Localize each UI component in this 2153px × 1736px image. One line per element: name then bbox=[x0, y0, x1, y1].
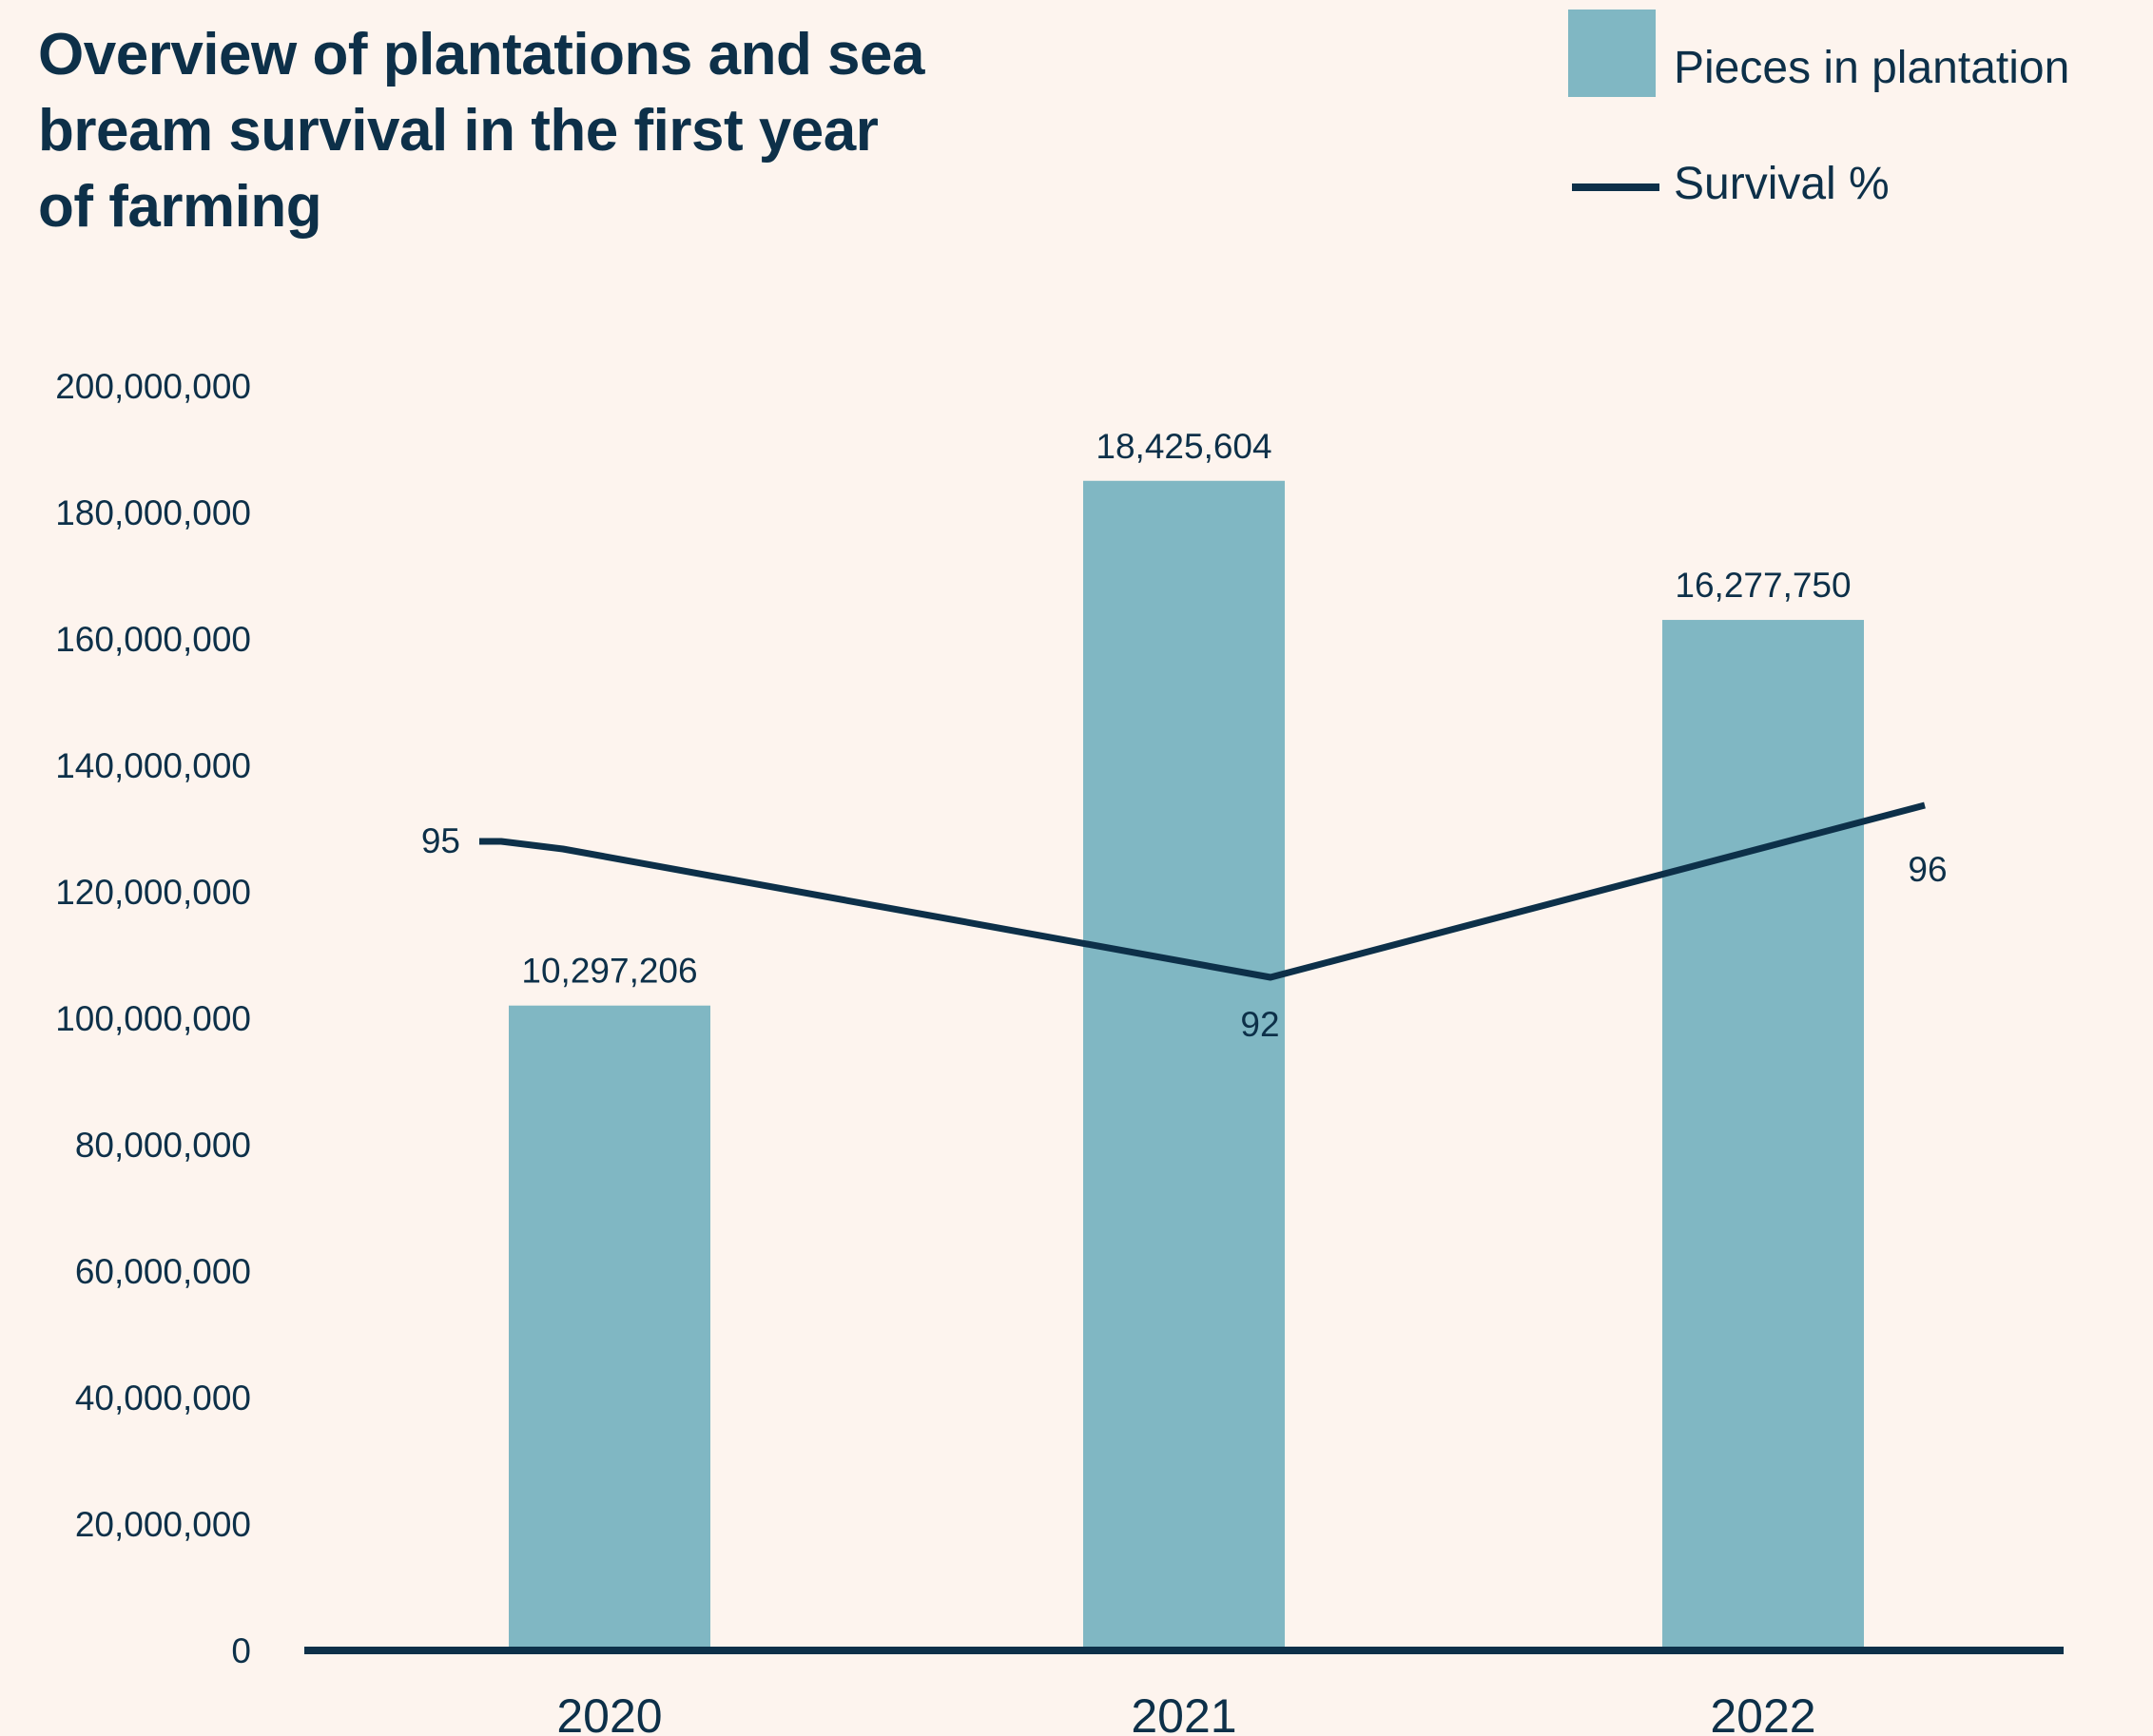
y-tick-label: 120,000,000 bbox=[55, 873, 251, 912]
y-tick-label: 0 bbox=[231, 1631, 251, 1670]
y-tick-label: 180,000,000 bbox=[55, 493, 251, 532]
bar-data-label: 16,277,750 bbox=[1675, 566, 1851, 605]
bar-data-label: 18,425,604 bbox=[1096, 427, 1271, 466]
survival-line bbox=[479, 801, 1926, 981]
legend-label-bars: Pieces in plantation bbox=[1674, 43, 2070, 93]
chart-title: Overview of plantations and sea bream su… bbox=[38, 22, 925, 240]
y-tick-label: 20,000,000 bbox=[75, 1505, 251, 1544]
bar bbox=[1083, 480, 1285, 1650]
line-data-label: 95 bbox=[421, 821, 460, 860]
line-data-label: 92 bbox=[1240, 1005, 1279, 1044]
y-tick-label: 40,000,000 bbox=[75, 1379, 251, 1418]
x-tick-label: 2021 bbox=[1131, 1689, 1236, 1736]
x-tick-label: 2022 bbox=[1710, 1689, 1815, 1736]
legend-swatch-bars bbox=[1568, 10, 1656, 97]
legend-label-line: Survival % bbox=[1674, 159, 1890, 209]
legend-swatch-line bbox=[1572, 183, 1659, 191]
bar-data-label: 10,297,206 bbox=[521, 952, 697, 991]
y-tick-label: 80,000,000 bbox=[75, 1126, 251, 1165]
y-tick-label: 140,000,000 bbox=[55, 746, 251, 785]
line-data-label: 96 bbox=[1908, 850, 1947, 889]
y-tick-label: 160,000,000 bbox=[55, 620, 251, 659]
bar bbox=[509, 1005, 710, 1650]
y-tick-label: 60,000,000 bbox=[75, 1252, 251, 1291]
y-tick-label: 200,000,000 bbox=[55, 367, 251, 406]
y-tick-label: 100,000,000 bbox=[55, 999, 251, 1038]
x-tick-label: 2020 bbox=[556, 1689, 662, 1736]
bar bbox=[1662, 620, 1864, 1650]
